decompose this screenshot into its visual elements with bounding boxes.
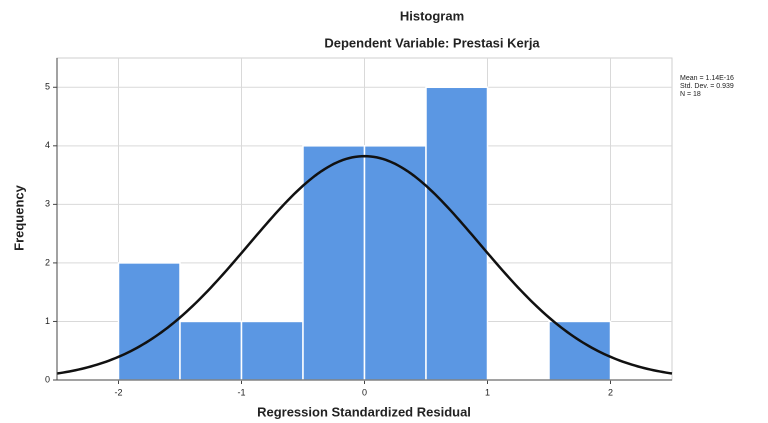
bar (302, 145, 366, 381)
chart-title: Histogram (400, 8, 464, 23)
x-tick-label: 0 (362, 387, 367, 397)
stat-label: N = 18 (680, 91, 701, 98)
bar (425, 86, 489, 381)
bar (548, 320, 612, 381)
x-axis-label: Regression Standardized Residual (257, 404, 471, 419)
stat-label: Mean = 1.14E-16 (680, 75, 734, 82)
y-tick-label: 4 (45, 140, 50, 150)
bar (179, 320, 243, 381)
x-tick-label: -2 (114, 387, 122, 397)
y-tick-label: 3 (45, 199, 50, 209)
x-tick-label: -1 (237, 387, 245, 397)
bar (117, 262, 181, 381)
stat-label: Std. Dev. = 0.939 (680, 83, 734, 90)
y-tick-label: 0 (45, 374, 50, 384)
bar (363, 145, 427, 381)
normal-curve (56, 154, 673, 375)
y-axis-label: Frequency (11, 184, 26, 251)
x-tick-label: 2 (608, 387, 613, 397)
y-tick-label: 5 (45, 82, 50, 92)
chart-subtitle: Dependent Variable: Prestasi Kerja (324, 35, 540, 50)
bar (240, 320, 304, 381)
y-tick-label: 1 (45, 316, 50, 326)
y-tick-label: 2 (45, 257, 50, 267)
x-tick-label: 1 (485, 387, 490, 397)
